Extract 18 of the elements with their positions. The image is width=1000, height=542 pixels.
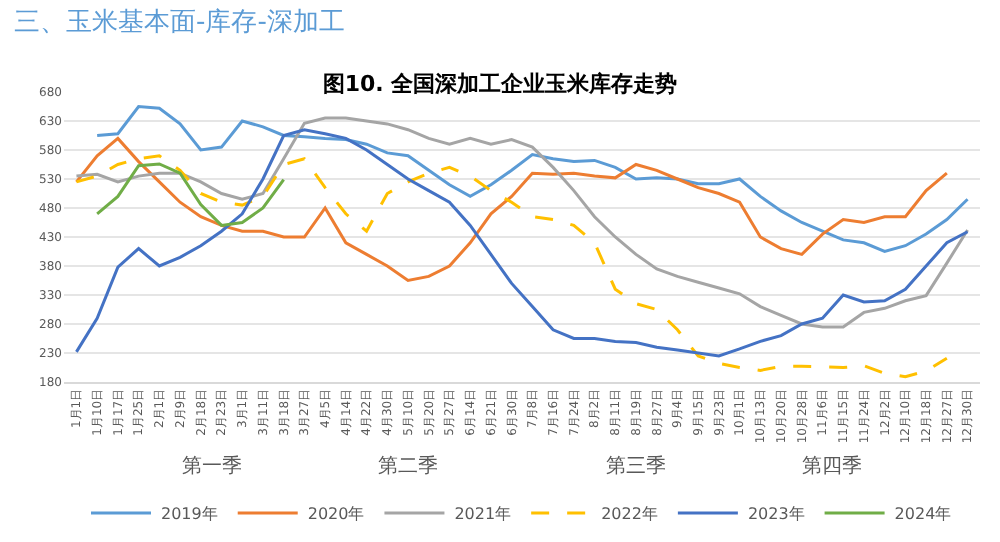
- line-series: [74, 136, 949, 282]
- text: 三、玉米基本面-库存-深加工: [14, 8, 345, 38]
- line-series: [74, 154, 949, 379]
- legend-label: 2023年: [747, 505, 805, 524]
- legend-label: 2020年: [307, 505, 365, 524]
- legend-label: 2021年: [454, 505, 512, 524]
- line-series: [95, 105, 970, 253]
- text: 第三季: [606, 454, 666, 478]
- legend-label: 2024年: [894, 505, 952, 524]
- line-series: [95, 162, 286, 227]
- legend-label: 2019年: [161, 505, 218, 524]
- text: 第一季: [182, 454, 242, 478]
- text: 第四季: [802, 454, 862, 478]
- text: 第二季: [378, 454, 438, 478]
- line-series: [74, 116, 970, 329]
- legend-label: 2022年: [601, 505, 658, 524]
- line-series: [74, 128, 970, 358]
- chart-title: 图10. 全国深加工企业玉米库存走势: [322, 71, 678, 98]
